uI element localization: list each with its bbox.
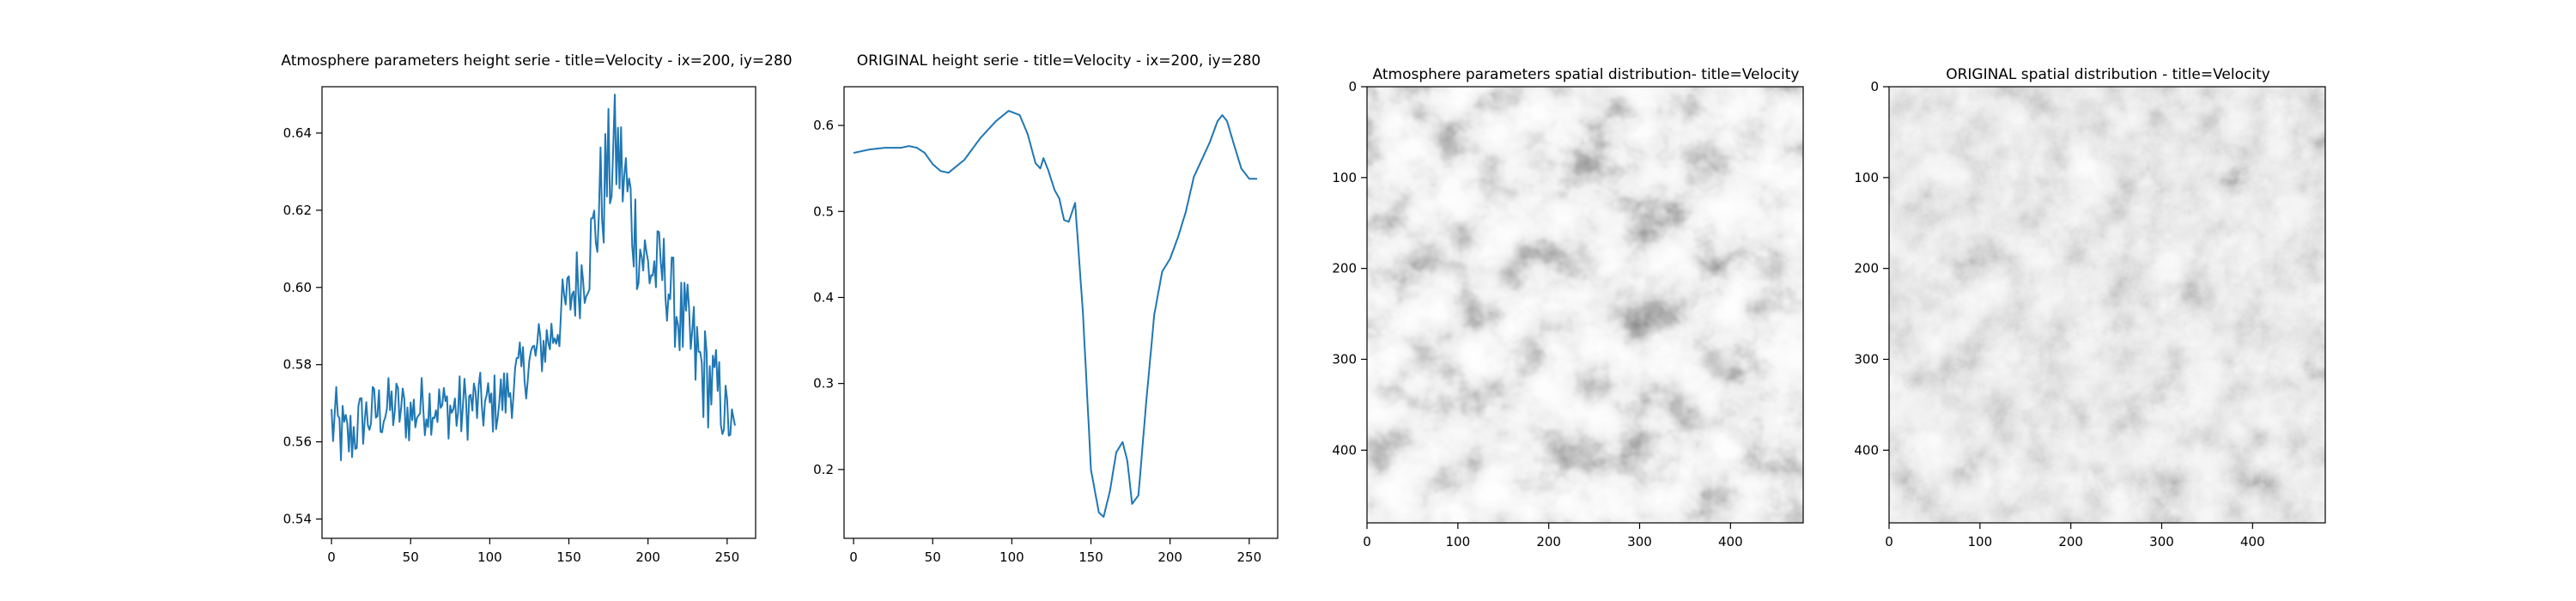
y-tick-label: 400 (1332, 442, 1357, 458)
y-tick-label: 100 (1854, 170, 1879, 185)
chart-title: ORIGINAL spatial distribution - title=Ve… (1946, 66, 2270, 83)
x-tick-label: 200 (635, 549, 660, 565)
x-tick-label: 300 (1627, 534, 1652, 549)
x-tick-label: 50 (403, 549, 419, 565)
y-tick-label: 0.54 (283, 512, 312, 527)
x-tick-label: 200 (2058, 534, 2083, 549)
y-tick-label: 0.62 (283, 203, 312, 218)
axis-ticks: 0 50 100 150 200 250 0.54 0.56 0.58 0.60 0.62 0.64 (283, 125, 740, 565)
y-tick-label: 0.2 (813, 462, 834, 477)
axes-frame (1888, 86, 2326, 524)
y-tick-label: 0.56 (283, 434, 312, 450)
y-tick-label: 0.64 (283, 125, 312, 141)
panel-original-height-serie: ORIGINAL height serie - title=Velocity -… (813, 52, 1279, 565)
chart-title: ORIGINAL height serie - title=Velocity -… (857, 52, 1261, 70)
heatmap-image (1367, 87, 1803, 523)
x-tick-label: 100 (477, 549, 502, 565)
x-tick-label: 100 (1968, 534, 1993, 549)
heatmap-image (1889, 87, 2325, 523)
axes-frame (843, 86, 1279, 539)
chart-title: Atmosphere parameters height serie - tit… (281, 52, 792, 70)
x-tick-label: 250 (715, 549, 740, 565)
x-tick-label: 250 (1237, 549, 1262, 565)
series-marks (331, 94, 736, 462)
y-tick-label: 0.4 (813, 289, 834, 305)
x-tick-label: 0 (1885, 534, 1893, 549)
x-tick-label: 100 (999, 549, 1024, 565)
series-marks (853, 110, 1258, 518)
x-tick-label: 0 (849, 549, 858, 565)
x-tick-label: 50 (925, 549, 941, 565)
x-tick-label: 100 (1446, 534, 1471, 549)
y-tick-label: 300 (1854, 352, 1879, 367)
y-tick-label: 0.5 (813, 203, 834, 219)
chart-title: Atmosphere parameters spatial distributi… (1373, 66, 1800, 83)
axes-frame (1366, 86, 1804, 524)
panel-spatial-distribution: Atmosphere parameters spatial distributi… (1332, 66, 1804, 549)
x-tick-label: 200 (1536, 534, 1561, 549)
y-tick-label: 0.60 (283, 280, 312, 295)
y-tick-label: 0.58 (283, 357, 312, 373)
x-tick-label: 300 (2149, 534, 2174, 549)
y-tick-label: 0 (1870, 79, 1879, 94)
axis-ticks: 0 100 200 300 400 0 100 200 300 400 (1854, 79, 2264, 549)
axis-ticks: 0 50 100 150 200 250 0.2 0.3 0.4 0.5 0.6 (813, 118, 1261, 565)
axes-frame (321, 86, 756, 539)
series-line (853, 110, 1258, 518)
x-tick-label: 200 (1157, 549, 1182, 565)
axis-ticks: 0 100 200 300 400 0 100 200 300 400 (1332, 79, 1742, 549)
panel-height-serie: Atmosphere parameters height serie - tit… (281, 52, 792, 565)
x-tick-label: 0 (1363, 534, 1371, 549)
x-tick-label: 150 (556, 549, 581, 565)
y-tick-label: 100 (1332, 170, 1357, 185)
y-tick-label: 200 (1854, 261, 1879, 276)
y-tick-label: 300 (1332, 352, 1357, 367)
x-tick-label: 0 (327, 549, 336, 565)
y-tick-label: 200 (1332, 261, 1357, 276)
y-tick-label: 0.6 (813, 118, 834, 133)
x-tick-label: 400 (1718, 534, 1743, 549)
x-tick-label: 150 (1078, 549, 1103, 565)
panel-original-spatial-distribution: ORIGINAL spatial distribution - title=Ve… (1854, 66, 2326, 549)
y-tick-label: 0 (1348, 79, 1357, 94)
x-tick-label: 400 (2240, 534, 2265, 549)
y-tick-label: 400 (1854, 442, 1879, 458)
series-line (331, 94, 736, 462)
y-tick-label: 0.3 (813, 376, 834, 392)
